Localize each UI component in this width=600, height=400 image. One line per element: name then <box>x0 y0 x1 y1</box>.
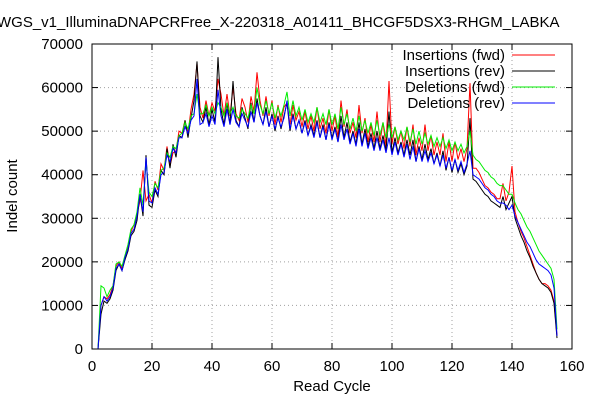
x-tick-label: 40 <box>204 358 221 375</box>
legend-label: Deletions (rev) <box>407 95 505 112</box>
legend-label: Deletions (fwd) <box>405 79 505 96</box>
y-axis-ticks: 0 10000 20000 30000 40000 50000 60000 70000 <box>41 36 572 358</box>
x-tick-label: 100 <box>379 358 404 375</box>
x-tick-label: 160 <box>559 358 584 375</box>
legend-label: Insertions (rev) <box>405 63 505 80</box>
x-axis-title: Read Cycle <box>293 378 371 395</box>
y-tick-label: 30000 <box>41 210 83 227</box>
y-tick-label: 10000 <box>41 297 83 314</box>
chart-title: -WGS_v1_IlluminaDNAPCRFree_X-220318_A014… <box>0 14 559 31</box>
legend: Insertions (fwd)Insertions (rev)Deletion… <box>402 47 555 112</box>
y-tick-label: 50000 <box>41 123 83 140</box>
x-tick-label: 20 <box>144 358 161 375</box>
x-tick-label: 60 <box>264 358 281 375</box>
legend-label: Insertions (fwd) <box>402 47 505 64</box>
y-tick-label: 0 <box>75 341 83 358</box>
y-tick-label: 20000 <box>41 254 83 271</box>
y-tick-label: 60000 <box>41 80 83 97</box>
y-tick-label: 70000 <box>41 36 83 53</box>
x-tick-label: 120 <box>439 358 464 375</box>
data-series <box>97 57 558 350</box>
x-tick-label: 0 <box>88 358 96 375</box>
y-axis-title: Indel count <box>4 158 21 232</box>
x-tick-label: 80 <box>324 358 341 375</box>
plot-frame <box>91 43 573 350</box>
series-line-deletions-rev <box>97 78 558 350</box>
x-axis-ticks: 0 20 40 60 80 100 120 140 160 <box>88 44 585 375</box>
y-tick-label: 40000 <box>41 167 83 184</box>
series-line-deletions-fwd <box>97 87 558 350</box>
x-tick-label: 140 <box>499 358 524 375</box>
